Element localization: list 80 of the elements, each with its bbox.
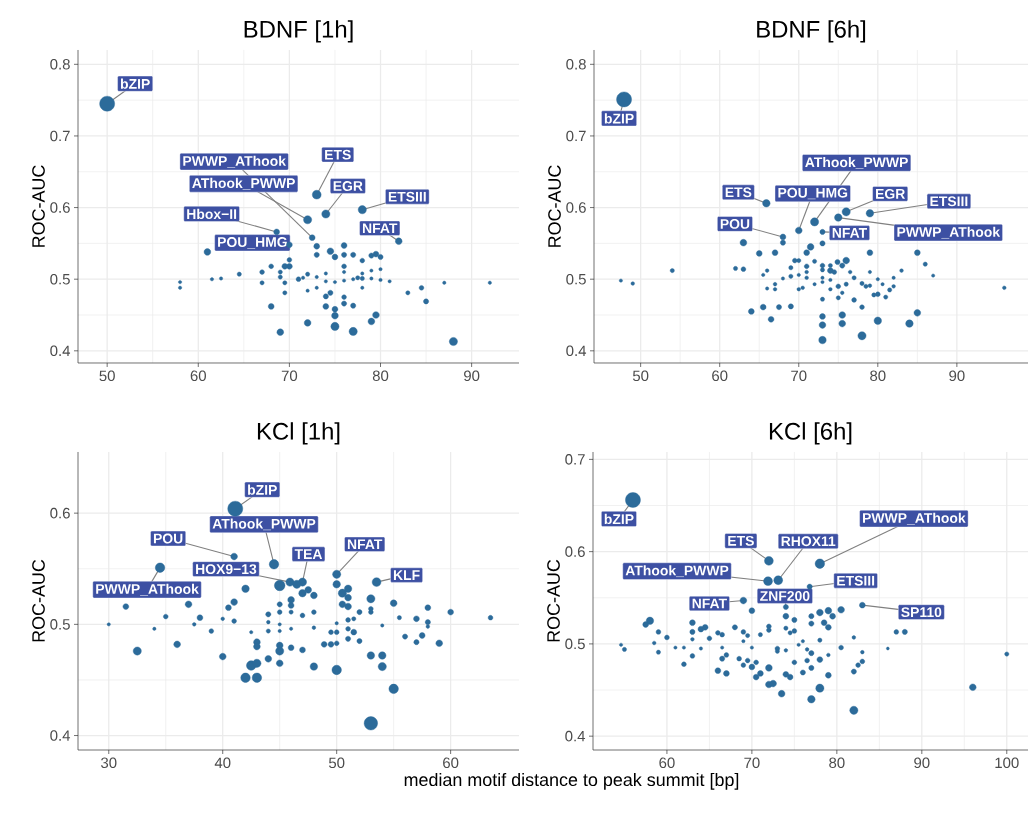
annotation: RHOX11 (781, 536, 836, 547)
annotation: bZIP (604, 113, 634, 124)
y-axis-title: ROC-AUC (548, 165, 561, 247)
x-tick-label: 80 (372, 370, 389, 382)
x-tick-label: 30 (101, 757, 117, 769)
y-tick-label: 0.6 (50, 202, 70, 213)
annotation: bZIP (604, 513, 634, 525)
annotation: PWWP_AThook (897, 226, 1001, 239)
y-tick-label: 0.8 (50, 59, 70, 70)
x-tick-label: 80 (870, 370, 886, 382)
y-tick-label: 0.4 (50, 345, 71, 357)
annotation: SP110 (901, 607, 942, 618)
annotation: KLF (393, 570, 420, 580)
x-tick-label: 50 (99, 370, 115, 382)
x-tick-label: 50 (632, 370, 649, 382)
y-tick-label: 0.5 (50, 273, 70, 285)
annotation: EGR (333, 181, 363, 191)
annotation: POU (153, 533, 183, 544)
annotation: ETSIII (388, 191, 426, 202)
annotation: POU_HMG (218, 237, 287, 249)
y-tick-label: 0.6 (566, 202, 586, 213)
chart-title: KCl [1h] (257, 422, 340, 445)
y-tick-label: 0.7 (566, 130, 586, 142)
annotation: NFAT (692, 598, 727, 609)
x-tick-label: 100 (995, 757, 1019, 769)
x-tick-label: 80 (829, 757, 845, 769)
y-axis-title: ROC-AUC (32, 165, 45, 247)
chart-title: BDNF [1h] (244, 20, 353, 43)
x-tick-label: 90 (949, 370, 965, 382)
y-tick-label: 0.4 (565, 730, 586, 742)
y-tick-label: 0.6 (50, 507, 70, 519)
annotation: AThook_PWWP (805, 156, 908, 169)
y-tick-label: 0.5 (565, 638, 585, 650)
x-tick-label: 90 (464, 370, 480, 382)
y-tick-label: 0.5 (566, 273, 586, 285)
x-tick-label: 70 (744, 757, 760, 769)
x-tick-label: 90 (914, 757, 930, 769)
annotation: PWWP_AThook (863, 512, 966, 525)
annotation: ZNF200 (760, 591, 810, 601)
annotation: AThook_PWWP (212, 518, 316, 531)
x-axis-title: median motif distance to peak summit [bp] (404, 772, 739, 790)
x-tick-label: 60 (443, 757, 459, 769)
annotation: ETSIII (930, 196, 968, 207)
y-tick-label: 0.6 (565, 546, 585, 557)
annotation: PWWP_AThook (183, 155, 286, 168)
y-tick-label: 0.8 (566, 59, 586, 70)
y-tick-label: 0.4 (50, 730, 71, 741)
annotation: POU (720, 218, 750, 229)
y-tick-label: 0.5 (50, 619, 70, 630)
x-tick-label: 50 (328, 757, 345, 769)
chart-title: KCl [6h] (769, 422, 852, 445)
annotation: NFAT (362, 223, 398, 234)
y-tick-label: 0.4 (566, 345, 587, 357)
annotation: Hbox−II (187, 208, 237, 220)
annotation: HOX9−13 (196, 564, 257, 575)
y-axis-title: ROC-AUC (547, 559, 560, 642)
y-tick-label: 0.7 (565, 454, 585, 465)
chart-title: BDNF [6h] (757, 20, 866, 43)
annotation: EGR (876, 188, 906, 199)
annotation: bZIP (248, 484, 277, 495)
x-tick-label: 60 (659, 757, 675, 769)
x-tick-label: 60 (712, 370, 728, 382)
x-tick-label: 40 (214, 757, 231, 769)
annotation: ETS (325, 149, 351, 160)
annotation: bZIP (120, 78, 150, 89)
annotation: ETS (728, 535, 754, 546)
x-tick-label: 60 (190, 370, 206, 382)
y-axis-title: ROC-AUC (32, 559, 45, 642)
annotation: ETS (725, 187, 752, 198)
annotation: ETSIII (837, 575, 875, 586)
annotation: NFAT (832, 228, 868, 238)
y-tick-label: 0.7 (50, 130, 70, 142)
annotation: PWWP_AThook (96, 583, 199, 596)
annotation: POU_HMG (778, 187, 848, 200)
x-tick-label: 70 (791, 370, 807, 382)
annotation: AThook_PWWP (625, 565, 729, 578)
x-tick-label: 70 (281, 370, 298, 382)
annotation: TEA (294, 549, 323, 559)
annotation: AThook_PWWP (192, 177, 295, 190)
annotation: NFAT (347, 539, 383, 550)
